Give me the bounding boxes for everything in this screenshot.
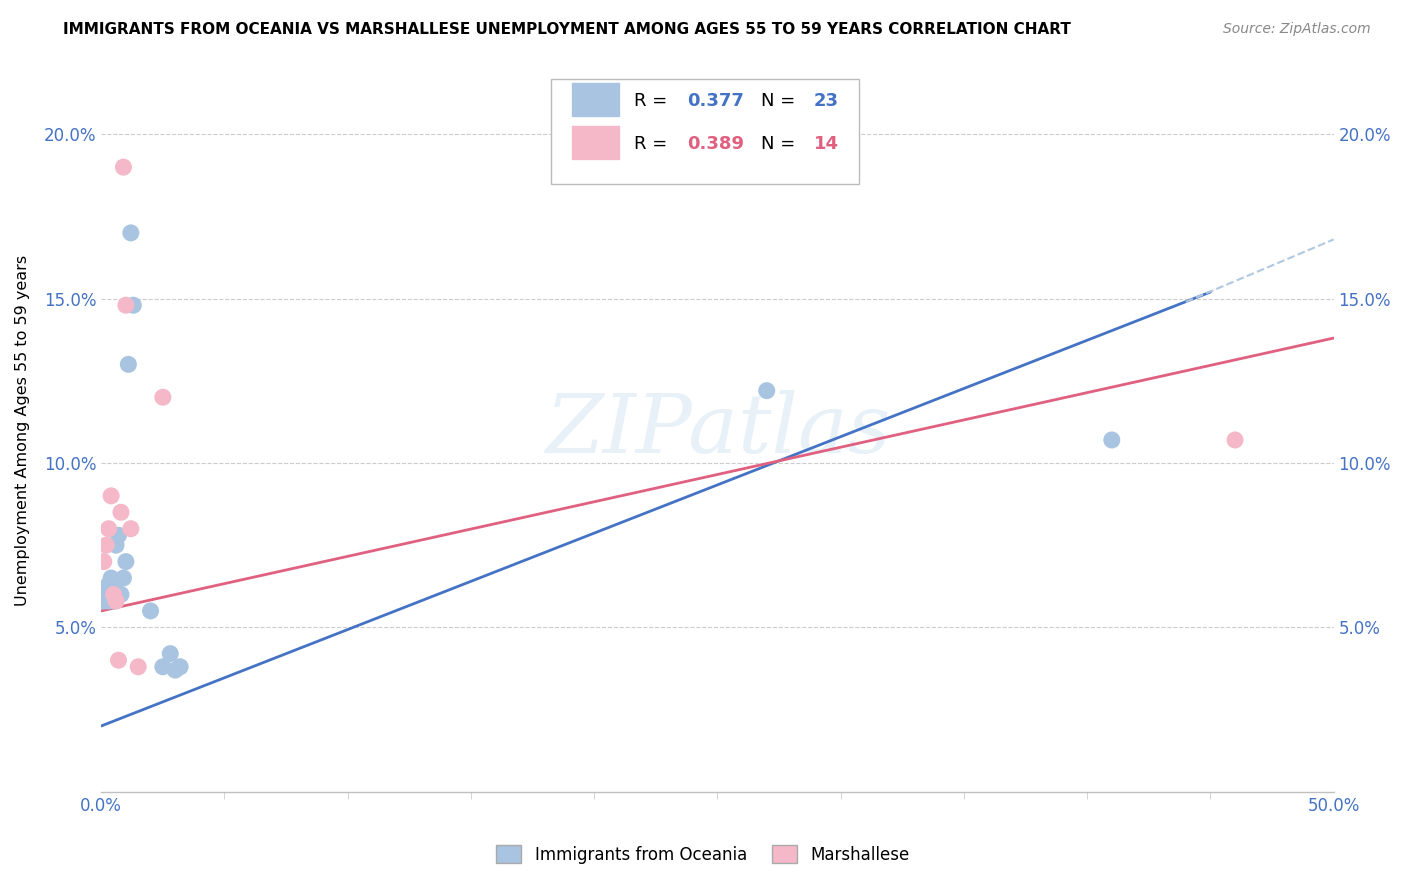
Text: N =: N = bbox=[761, 136, 800, 153]
Point bbox=[93, 555, 115, 569]
Point bbox=[165, 663, 187, 677]
Text: 0.389: 0.389 bbox=[686, 136, 744, 153]
Point bbox=[120, 522, 142, 536]
Point bbox=[120, 226, 142, 240]
Point bbox=[122, 298, 145, 312]
Text: R =: R = bbox=[634, 136, 672, 153]
Text: ZIPatlas: ZIPatlas bbox=[544, 390, 890, 470]
Point bbox=[96, 587, 118, 601]
Point bbox=[1101, 433, 1123, 447]
Text: N =: N = bbox=[761, 92, 800, 110]
Point bbox=[169, 660, 191, 674]
Point bbox=[100, 489, 122, 503]
Point bbox=[159, 647, 181, 661]
Text: R =: R = bbox=[634, 92, 672, 110]
Point bbox=[100, 587, 122, 601]
Point bbox=[105, 538, 128, 552]
Point bbox=[107, 653, 129, 667]
Text: IMMIGRANTS FROM OCEANIA VS MARSHALLESE UNEMPLOYMENT AMONG AGES 55 TO 59 YEARS CO: IMMIGRANTS FROM OCEANIA VS MARSHALLESE U… bbox=[63, 22, 1071, 37]
Point bbox=[117, 357, 139, 371]
Point bbox=[105, 594, 128, 608]
Point bbox=[112, 160, 135, 174]
Point bbox=[139, 604, 162, 618]
Point bbox=[115, 298, 138, 312]
Point bbox=[96, 538, 118, 552]
Point bbox=[110, 505, 132, 519]
Point bbox=[127, 660, 149, 674]
Point bbox=[110, 587, 132, 601]
Text: Source: ZipAtlas.com: Source: ZipAtlas.com bbox=[1223, 22, 1371, 37]
Point bbox=[97, 594, 120, 608]
Point bbox=[93, 594, 115, 608]
FancyBboxPatch shape bbox=[551, 79, 859, 185]
Point bbox=[100, 571, 122, 585]
Point bbox=[103, 581, 125, 595]
Point bbox=[97, 522, 120, 536]
Text: 23: 23 bbox=[814, 92, 838, 110]
Bar bbox=[572, 127, 619, 159]
Text: 0.377: 0.377 bbox=[686, 92, 744, 110]
Point bbox=[103, 587, 125, 601]
Point bbox=[755, 384, 778, 398]
Point bbox=[112, 571, 135, 585]
Point bbox=[115, 555, 138, 569]
Point bbox=[107, 528, 129, 542]
Text: 14: 14 bbox=[814, 136, 838, 153]
Bar bbox=[572, 83, 619, 116]
Y-axis label: Unemployment Among Ages 55 to 59 years: Unemployment Among Ages 55 to 59 years bbox=[15, 254, 30, 606]
Point bbox=[152, 660, 174, 674]
Legend: Immigrants from Oceania, Marshallese: Immigrants from Oceania, Marshallese bbox=[489, 838, 917, 871]
Point bbox=[103, 594, 125, 608]
Point bbox=[97, 577, 120, 591]
Point bbox=[152, 390, 174, 404]
Point bbox=[1223, 433, 1246, 447]
